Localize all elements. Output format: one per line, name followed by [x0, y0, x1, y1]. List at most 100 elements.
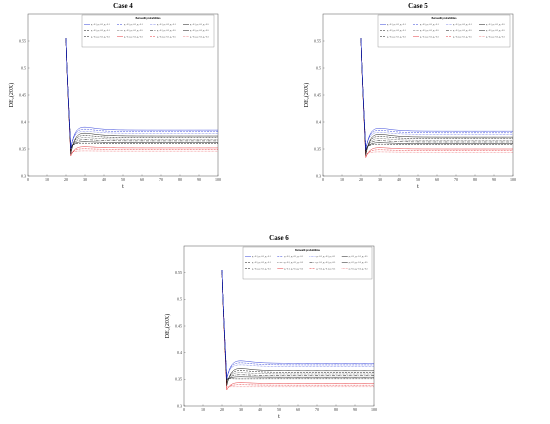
legend-entry: p₁=0.5, p₂=0.5, p₃=0.1	[252, 262, 271, 264]
legend-entry: p₁=0.1, p₂=0.5, p₃=0.1	[157, 24, 176, 26]
legend-entry: p₁=0.1, p₂=0.5, p₃=0.3	[284, 268, 303, 270]
x-tick-label: 20	[220, 407, 224, 412]
series-line-2	[221, 269, 374, 379]
x-tick-label: 60	[140, 177, 144, 182]
x-axis-label: t	[122, 184, 124, 190]
x-tick-label: 40	[102, 177, 106, 182]
x-tick-label: 20	[359, 177, 363, 182]
series-line-9	[360, 38, 513, 149]
x-tick-label: 10	[340, 177, 344, 182]
series-line-12	[221, 269, 374, 388]
legend-entry: p₁=0.3, p₂=0.1, p₃=0.5	[317, 268, 336, 270]
x-tick-label: 100	[215, 177, 221, 182]
chart-case-4-svg: Case 4 0 10 20 30 40 50 60 70 80 90 100 0.3 0.35 0.4 0.…	[8, 2, 221, 190]
x-tick-label: 0	[183, 407, 185, 412]
series-line-4	[221, 269, 374, 386]
y-tick-label: 0.35	[19, 146, 26, 151]
series-line-1	[65, 38, 218, 150]
series-line-10	[360, 38, 513, 158]
series-line-1	[221, 269, 374, 380]
legend-title: Bernoulli probabilities	[295, 249, 320, 252]
chart-case-5-svg: Case 5 0 10 20 30 40 50 60 70 80 90 100 0.3 0.35 0.4 0.…	[303, 2, 516, 190]
x-tick-label: 40	[258, 407, 262, 412]
series-line-1	[360, 38, 513, 151]
chart-case-6-svg: Case 6 0 10 20 30 40 50 60 70 80 90 100 0.3 0.35 0.4 0.…	[164, 234, 377, 420]
x-tick-label: 30	[239, 407, 243, 412]
series-line-3	[65, 38, 218, 147]
legend-entry: p₁=0.5, p₂=0.1, p₃=0.1	[284, 256, 303, 258]
series-line-7	[360, 38, 513, 151]
legend-entry: p₁=0.1, p₂=0.1, p₃=0.5	[486, 24, 505, 26]
y-tick-label: 0.3	[21, 173, 26, 178]
y-tick-label: 0.5	[316, 65, 321, 70]
y-axis-label: DE₂(20X)	[303, 83, 310, 107]
y-tick-label: 0.55	[175, 270, 182, 275]
legend-entry: p₁=0.5, p₂=0.1, p₃=0.3	[387, 36, 406, 38]
legend-entry: p₁=0.3, p₂=0.1, p₃=0.5	[453, 36, 472, 38]
x-tick-label: 20	[64, 177, 68, 182]
legend-entry: p₁=0.5, p₂=0.5, p₃=0.1	[387, 30, 406, 32]
chart-case-6: Case 6 0 10 20 30 40 50 60 70 80 90 100 0.3 0.35 0.4 0.…	[130, 228, 420, 424]
legend-entry: p₁=0.5, p₂=0.1, p₃=0.1	[124, 24, 143, 26]
legend-entry: p₁=0.1, p₂=0.5, p₃=0.3	[420, 36, 439, 38]
legend-entry: p₁=0.1, p₂=0.1, p₃=0.5	[190, 24, 209, 26]
legend-entry: p₁=0.1, p₂=0.5, p₃=0.1	[453, 24, 472, 26]
x-tick-label: 10	[45, 177, 49, 182]
legend-entry: p₁=0.5, p₂=0.5, p₃=0.1	[91, 30, 110, 32]
legend-entry: p₁=0.1, p₂=0.1, p₃=0.1	[91, 24, 110, 26]
x-tick-label: 90	[353, 407, 357, 412]
y-tick-label: 0.55	[314, 38, 321, 43]
y-tick-label: 0.4	[316, 119, 321, 124]
x-tick-label: 50	[121, 177, 125, 182]
legend-entry: p₁=0.1, p₂=0.5, p₃=0.1	[317, 256, 336, 258]
series-line-5	[65, 38, 218, 152]
series-line-12	[65, 38, 218, 154]
x-tick-label: 90	[492, 177, 496, 182]
legend-entry: p₁=0.5, p₂=0.5, p₃=0.5	[349, 262, 368, 264]
series-line-4	[360, 38, 513, 156]
series-line-6	[360, 38, 513, 153]
legend-title: Bernoulli probabilities	[136, 17, 161, 20]
x-tick-label: 40	[397, 177, 401, 182]
legend-box	[242, 246, 373, 280]
x-tick-label: 80	[334, 407, 338, 412]
y-tick-label: 0.35	[175, 377, 182, 382]
chart-title: Case 4	[113, 2, 133, 10]
legend-entry: p₁=0.5, p₂=0.1, p₃=0.3	[91, 36, 110, 38]
series-line-7	[221, 269, 374, 382]
legend-entry: p₁=0.5, p₂=0.1, p₃=0.5	[124, 30, 143, 32]
x-tick-label: 0	[322, 177, 324, 182]
legend-entry: p₁=0.5, p₂=0.1, p₃=0.3	[252, 268, 271, 270]
series-line-8	[65, 38, 218, 149]
series-line-2	[65, 38, 218, 148]
series-line-6	[65, 38, 218, 151]
series-line-5	[360, 38, 513, 154]
y-tick-label: 0.4	[177, 350, 182, 355]
y-tick-label: 0.3	[177, 403, 182, 408]
legend-entry: p₁=0.5, p₂=0.5, p₃=0.5	[486, 30, 505, 32]
y-tick-label: 0.5	[177, 297, 182, 302]
legend-entry: p₁=0.5, p₂=0.5, p₃=0.5	[190, 30, 209, 32]
x-tick-label: 60	[296, 407, 300, 412]
x-tick-label: 0	[27, 177, 29, 182]
legend-entry: p₁=0.1, p₂=0.1, p₃=0.1	[387, 24, 406, 26]
y-tick-label: 0.5	[21, 65, 26, 70]
legend-entry: p₁=0.1, p₂=0.1, p₃=0.1	[252, 256, 271, 258]
legend-box	[377, 14, 511, 48]
series-line-10	[65, 38, 218, 157]
legend-entry: p₁=0.1, p₂=0.5, p₃=0.3	[124, 36, 143, 38]
series-line-4	[65, 38, 218, 155]
y-axis-label: DE₂(20X)	[8, 83, 15, 107]
legend-entry: p₁=0.5, p₂=0.3, p₃=0.3	[190, 36, 209, 38]
x-tick-label: 30	[378, 177, 382, 182]
x-axis-label: t	[417, 184, 419, 190]
legend-entry: p₁=0.5, p₂=0.3, p₃=0.3	[486, 36, 505, 38]
x-tick-label: 50	[277, 407, 281, 412]
series-line-11	[360, 38, 513, 157]
series-line-9	[221, 269, 374, 380]
legend-title: Bernoulli probabilities	[432, 17, 457, 20]
y-tick-label: 0.4	[21, 119, 26, 124]
legend-entry: p₁=0.1, p₂=0.5, p₃=0.5	[317, 262, 336, 264]
x-tick-label: 70	[159, 177, 163, 182]
chart-title: Case 6	[269, 234, 289, 242]
